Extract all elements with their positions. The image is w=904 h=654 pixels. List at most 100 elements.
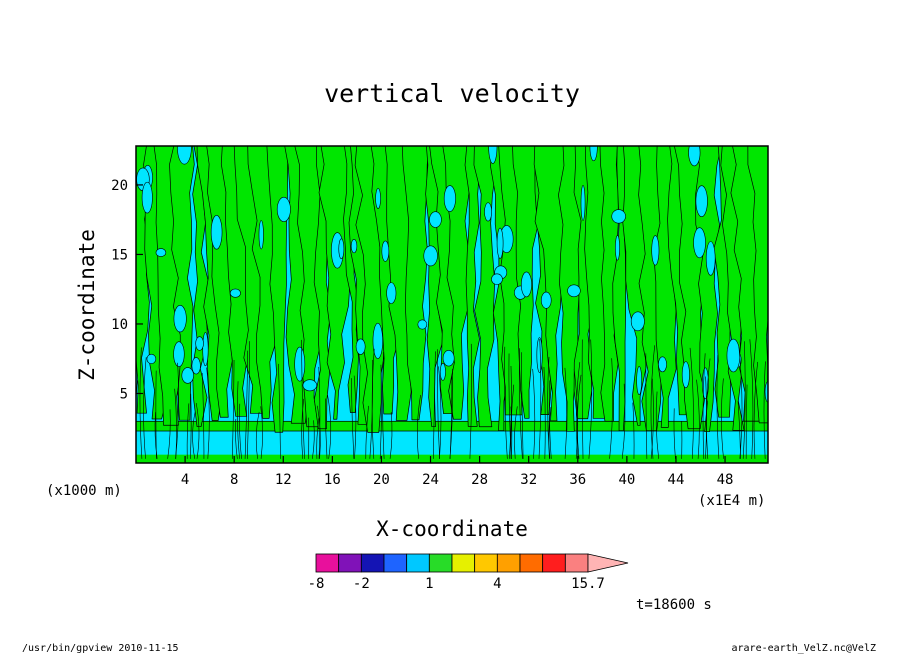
downdraft-cell [540, 291, 552, 309]
contour-strand [469, 343, 472, 459]
x-tick-label: 16 [324, 472, 341, 488]
contour-strand [650, 378, 654, 459]
downdraft-cell [615, 235, 620, 261]
downdraft-cell [173, 341, 185, 368]
colorbar-swatch [564, 553, 589, 573]
contour-strand [745, 384, 748, 459]
x-tick-label: 36 [569, 472, 586, 488]
y-tick-label: 15 [111, 247, 128, 263]
x-tick-label: 24 [422, 472, 439, 488]
downdraft-cell [338, 238, 345, 260]
surface-band [136, 454, 768, 463]
contour-strand [737, 400, 741, 459]
contour-strand [696, 379, 700, 459]
contour-strand [749, 339, 754, 459]
colorbar-swatch [406, 553, 430, 573]
y-tick-label: 5 [120, 386, 128, 402]
downdraft-cell [442, 350, 455, 367]
downdraft-cell [155, 248, 167, 257]
colorbar-swatch [428, 553, 453, 573]
footer-left: /usr/bin/gpview 2010-11-15 [22, 643, 179, 654]
contour-strand [543, 366, 546, 459]
colorbar-tick-label: 4 [493, 576, 501, 592]
contour-strand [645, 353, 648, 459]
downdraft-cell [381, 240, 390, 262]
contour-strand [312, 420, 315, 459]
x-tick-label: 20 [373, 472, 390, 488]
downdraft-cell [423, 245, 438, 267]
downdraft-cell [146, 353, 157, 365]
plot-frame [135, 145, 769, 464]
colorbar: -8 -2 1 4 15.7 [308, 553, 629, 592]
updraft-plume [442, 146, 471, 420]
downdraft-cell [229, 288, 241, 298]
updraft-plume [464, 146, 483, 427]
downdraft-cell [372, 322, 383, 359]
contour-strand [231, 360, 235, 459]
downdraft-cell [491, 273, 503, 285]
contour-strand [195, 402, 200, 459]
contour-strand [379, 364, 382, 459]
contour-strand [369, 359, 373, 459]
contour-strand [588, 339, 593, 459]
colorbar-swatch [451, 553, 476, 573]
contour-strand [247, 341, 251, 459]
downdraft-cell [611, 209, 626, 224]
contour-strand [301, 339, 305, 459]
contour-strand [175, 362, 179, 459]
contour-field [136, 146, 768, 463]
contour-strand [143, 357, 147, 459]
x-unit-left: (x1000 m) [46, 483, 122, 499]
contour-strand [437, 349, 440, 459]
colorbar-swatch [315, 553, 340, 573]
downdraft-cell [191, 357, 201, 375]
contour-strand [353, 375, 357, 459]
downdraft-cell [258, 220, 264, 250]
contour-strand [206, 367, 210, 459]
x-tick-label: 32 [520, 472, 537, 488]
contour-strand [316, 418, 320, 459]
colorbar-swatch [383, 553, 408, 573]
contour-strand [742, 341, 746, 459]
contour-strand [504, 346, 508, 459]
downdraft-cell [375, 188, 381, 209]
contour-strand [327, 395, 332, 459]
downdraft-cell [141, 181, 153, 214]
downdraft-cell [705, 241, 716, 276]
downdraft-cell [726, 338, 741, 373]
contour-strand [673, 408, 676, 459]
contour-strand [438, 366, 442, 459]
downdraft-cell [302, 379, 318, 392]
downdraft-cell [630, 311, 645, 332]
time-label: t=18600 s [636, 597, 712, 613]
colorbar-extension [587, 553, 629, 573]
contour-strand [632, 402, 635, 459]
downdraft-cell [386, 282, 397, 304]
downdraft-cell [177, 146, 192, 165]
contour-strand [538, 338, 542, 459]
contour-strand [655, 391, 659, 459]
contour-strand [186, 403, 190, 459]
downdraft-cell [651, 235, 660, 266]
contour-strand [564, 367, 567, 459]
contour-strand [255, 411, 260, 459]
downdraft-cell [536, 337, 543, 373]
contour-strand [365, 405, 369, 459]
colorbar-tick-label: 15.7 [571, 576, 605, 592]
downdraft-cell [417, 319, 428, 330]
contour-strand [301, 398, 304, 459]
colorbar-swatch [360, 553, 385, 573]
contour-strand [689, 347, 694, 459]
colorbar-swatch [496, 553, 521, 573]
y-tick-label: 10 [111, 317, 128, 333]
contour-strand [621, 383, 626, 459]
contour-strand [382, 351, 385, 459]
x-tick-label: 44 [668, 472, 685, 488]
contour-strand [201, 373, 205, 459]
downdraft-cell [181, 367, 194, 384]
contour-strand [532, 368, 536, 459]
contour-strand [548, 407, 552, 459]
contour-strand [650, 345, 656, 459]
contour-strand [235, 419, 238, 459]
